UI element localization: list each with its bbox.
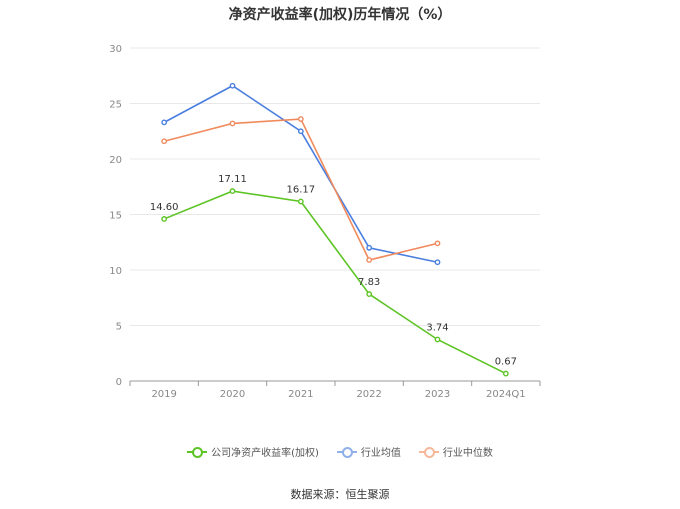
data-point (229, 82, 236, 89)
line-chart: 0 5 10 15 20 25 30 2019 2020 2021 2022 2023 2024Q1 14… (109, 44, 541, 400)
data-point (161, 119, 168, 126)
y-tick-label: 20 (109, 155, 122, 166)
series-line (163, 84, 438, 264)
y-tick-label: 5 (116, 322, 122, 333)
data-point (366, 291, 373, 297)
y-tick-label: 15 (109, 211, 122, 222)
data-label: 3.74 (426, 322, 448, 333)
x-tick-label: 2021 (288, 389, 313, 400)
y-tick-label: 10 (109, 266, 122, 277)
data-label: 17.11 (218, 174, 247, 185)
data-label: 16.17 (287, 185, 316, 196)
data-point (297, 116, 304, 122)
data-point (229, 188, 236, 194)
data-point (502, 370, 509, 377)
y-tick-label: 0 (116, 377, 122, 388)
data-point (366, 244, 373, 251)
data-point (434, 240, 441, 247)
series-line (163, 190, 507, 375)
data-label: 0.67 (495, 357, 517, 368)
legend-item-industry-median[interactable]: 行业中位数 (418, 444, 493, 459)
data-point (229, 120, 236, 127)
legend-marker-icon (187, 446, 208, 458)
data-label: 7.83 (358, 277, 380, 288)
data-point (366, 257, 373, 263)
x-tick-label: 2022 (356, 389, 381, 400)
x-tick-label: 2023 (425, 389, 450, 400)
data-point (434, 259, 441, 266)
x-tick-label: 2024Q1 (486, 389, 526, 400)
data-source: 数据来源：恒生聚源 (290, 488, 390, 501)
x-tick-label: 2019 (151, 389, 176, 400)
legend-label: 行业中位数 (442, 448, 493, 459)
legend-label: 公司净资产收益率(加权) (211, 448, 319, 459)
legend: 公司净资产收益率(加权) 行业均值 行业中位数 (0, 444, 680, 459)
legend-label: 行业均值 (360, 448, 401, 459)
legend-item-industry-mean[interactable]: 行业均值 (336, 444, 401, 459)
data-point (434, 336, 441, 343)
data-point (297, 198, 304, 205)
x-tick-label: 2020 (220, 389, 245, 400)
y-tick-label: 30 (109, 44, 122, 55)
y-tick-label: 25 (109, 100, 122, 111)
chart-title: 净资产收益率(加权)历年情况（%） (228, 7, 452, 23)
data-label: 14.60 (150, 202, 179, 213)
data-point (161, 216, 168, 222)
data-point (161, 138, 168, 145)
data-point (297, 128, 304, 135)
legend-marker-icon (418, 446, 439, 458)
legend-marker-icon (336, 446, 357, 458)
legend-item-company-roe[interactable]: 公司净资产收益率(加权) (187, 444, 319, 459)
